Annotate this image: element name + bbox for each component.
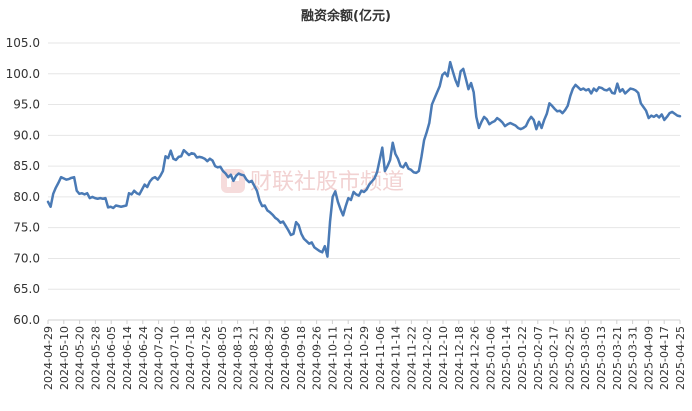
x-tick-label: 2024-09-18	[295, 326, 308, 390]
x-tick-label: 2024-08-05	[216, 326, 229, 390]
y-tick-label: 100.0	[6, 67, 40, 81]
x-tick-label: 2024-05-20	[74, 326, 87, 390]
x-tick-label: 2025-03-13	[595, 326, 608, 390]
x-tick-label: 2024-11-14	[390, 326, 403, 390]
series-line	[46, 60, 682, 258]
x-tick-label: 2025-03-21	[611, 326, 624, 390]
x-tick-label: 2024-05-10	[58, 326, 71, 390]
x-tick-label: 2024-05-28	[89, 326, 102, 390]
x-tick-label: 2024-06-24	[137, 326, 150, 390]
x-tick-label: 2024-07-18	[184, 326, 197, 390]
x-tick-label: 2025-02-25	[563, 326, 576, 390]
x-tick-label: 2024-12-02	[421, 326, 434, 390]
y-tick-label: 80.0	[13, 190, 40, 204]
x-tick-label: 2024-10-29	[358, 326, 371, 390]
x-tick-label: 2024-06-14	[121, 326, 134, 390]
watermark: 财联社股市频道	[221, 169, 404, 195]
x-tick-label: 2024-10-21	[342, 326, 355, 390]
y-tick-label: 75.0	[13, 221, 40, 235]
x-tick-label: 2024-08-29	[263, 326, 276, 390]
x-tick-label: 2025-01-06	[484, 326, 497, 390]
x-tick-label: 2025-01-14	[500, 326, 513, 390]
y-tick-label: 90.0	[13, 128, 40, 142]
y-tick-label: 105.0	[6, 36, 40, 50]
watermark-text: 财联社股市频道	[250, 170, 404, 195]
x-tick-label: 2025-04-17	[658, 326, 671, 390]
x-tick-label: 2024-12-10	[437, 326, 450, 390]
y-tick-label: 85.0	[13, 159, 40, 173]
y-tick-label: 65.0	[13, 282, 40, 296]
x-tick-label: 2024-08-13	[232, 326, 245, 390]
gridlines	[48, 42, 680, 290]
x-tick-label: 2024-09-26	[311, 326, 324, 390]
x-tick-label: 2025-04-09	[642, 326, 655, 390]
x-tick-label: 2024-07-26	[200, 326, 213, 390]
x-tick-label: 2024-11-06	[374, 326, 387, 390]
x-tick-label: 2025-03-31	[627, 326, 640, 390]
x-tick-label: 2025-02-17	[548, 326, 561, 390]
x-tick-label: 2024-10-11	[326, 326, 339, 390]
chart-title: 融资余额(亿元)	[301, 8, 391, 24]
y-tick-label: 60.0	[13, 313, 40, 327]
x-tick-label: 2025-02-07	[532, 326, 545, 390]
y-tick-label: 70.0	[13, 251, 40, 265]
x-tick-label: 2024-09-06	[279, 326, 292, 390]
x-tick-label: 2024-11-22	[405, 326, 418, 390]
x-tick-label: 2024-12-18	[453, 326, 466, 390]
x-tick-label: 2025-04-25	[674, 326, 687, 390]
series-layer	[46, 60, 682, 258]
x-tick-label: 2024-07-02	[153, 326, 166, 390]
x-tick-label: 2024-07-10	[168, 326, 181, 390]
x-tick-label: 2024-04-29	[42, 326, 55, 390]
x-axis-ticks: 2024-04-29 2024-05-10 2024-05-20 2024-05-28…	[42, 320, 687, 390]
y-tick-label: 95.0	[13, 98, 40, 112]
x-tick-label: 2025-03-05	[579, 326, 592, 390]
x-tick-label: 2024-06-05	[105, 326, 118, 390]
x-tick-label: 2024-12-26	[469, 326, 482, 390]
x-tick-label: 2024-08-21	[247, 326, 260, 390]
x-tick-label: 2025-01-22	[516, 326, 529, 390]
y-axis-ticks: 105.0 100.0 95.0 90.0 85.0 80.0 75.0 70.0 65.0 60…	[6, 36, 40, 327]
